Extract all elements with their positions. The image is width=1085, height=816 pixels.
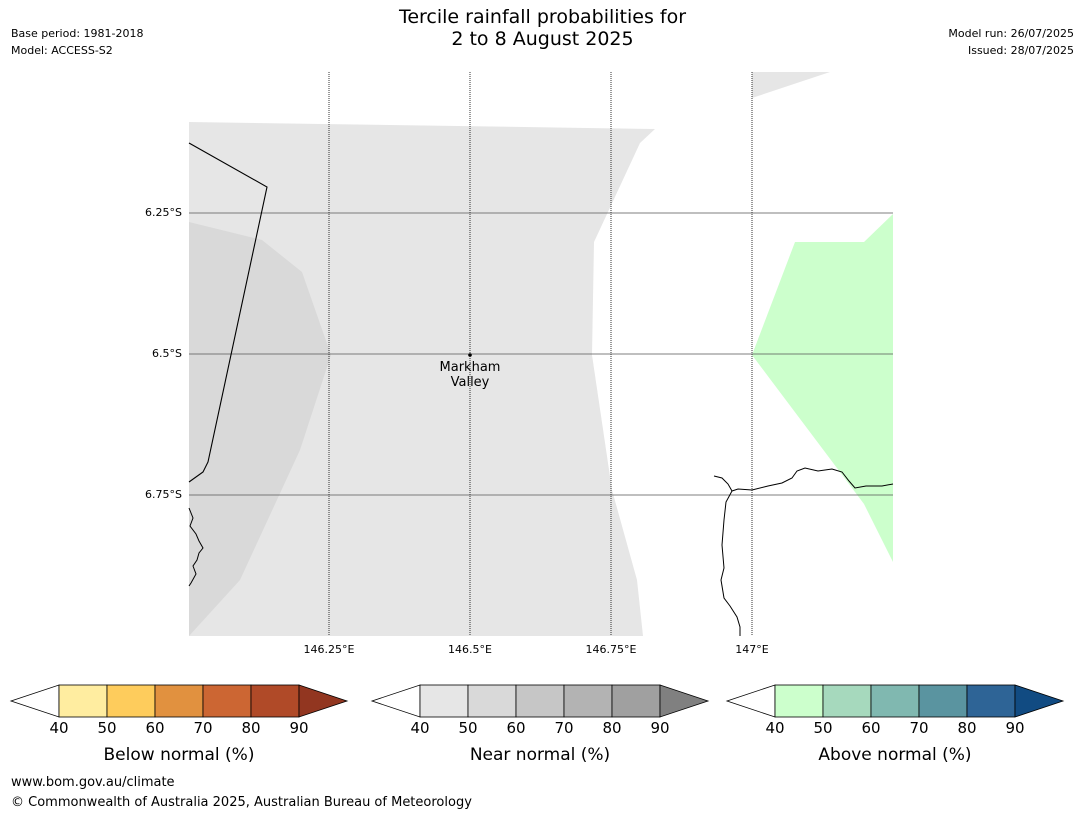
colorbar-above-segment [774, 684, 824, 718]
colorbar-tick: 60 [861, 719, 881, 737]
lat-label: 6.25°S [145, 206, 182, 219]
colorbar-above-high-arrow [1014, 684, 1065, 718]
lon-label: 147°E [735, 643, 769, 656]
colorbar-below-segment [154, 684, 204, 718]
colorbar-below-segment [202, 684, 252, 718]
issued-text: Issued: 28/07/2025 [967, 44, 1074, 57]
colorbar-near-normal [370, 684, 710, 718]
colorbar-below-high-arrow [298, 684, 349, 718]
colorbar-above-low-arrow [725, 684, 776, 718]
colorbar-tick: 60 [145, 719, 165, 737]
colorbar-above-segment [966, 684, 1016, 718]
header-right: Model run: 26/07/2025 Issued: 28/07/2025 [948, 25, 1074, 59]
colorbar-tick: 70 [909, 719, 929, 737]
lon-label: 146.5°E [448, 643, 492, 656]
footer-copyright: © Commonwealth of Australia 2025, Austra… [11, 795, 472, 810]
colorbar-tick: 90 [650, 719, 670, 737]
colorbar-tick: 40 [765, 719, 785, 737]
lat-label: 6.75°S [145, 488, 182, 501]
colorbar-above-segment [822, 684, 872, 718]
colorbar-tick: 50 [458, 719, 478, 737]
colorbar-above-segment [918, 684, 968, 718]
colorbar-tick: 50 [813, 719, 833, 737]
colorbar-tick: 80 [602, 719, 622, 737]
footer-url: www.bom.gov.au/climate [11, 775, 175, 790]
lon-label: 146.25°E [303, 643, 355, 656]
colorbar-near-segment [611, 684, 661, 718]
colorbar-near-high-arrow [659, 684, 710, 718]
colorbar-tick: 40 [49, 719, 69, 737]
colorbar-panel [9, 684, 1065, 718]
model-run-text: Model run: 26/07/2025 [948, 27, 1074, 40]
colorbar-below-segment [250, 684, 300, 718]
colorbar-near-segment [563, 684, 613, 718]
colorbar-tick: 80 [241, 719, 261, 737]
colorbar-tick: 60 [506, 719, 526, 737]
lon-label: 146.75°E [585, 643, 637, 656]
colorbar-tick: 70 [554, 719, 574, 737]
place-label-line-1: Markham [439, 360, 501, 375]
colorbar-tick: 90 [289, 719, 309, 737]
colorbar-tick: 50 [97, 719, 117, 737]
above-normal-40-50-region [752, 214, 893, 562]
colorbar-below-segment [106, 684, 156, 718]
place-label: Markham Valley [420, 360, 520, 390]
colorbar-below-normal [9, 684, 349, 718]
markham-valley-marker [468, 353, 472, 357]
colorbar-tick: 40 [410, 719, 430, 737]
colorbar-below-low-arrow [9, 684, 60, 718]
coastline-left [188, 507, 204, 587]
colorbar-above-normal [725, 684, 1065, 718]
header-left: Base period: 1981-2018 Model: ACCESS-S2 [11, 25, 143, 59]
base-period-text: Base period: 1981-2018 [11, 27, 144, 40]
title-line-1: Tercile rainfall probabilities for [398, 6, 687, 28]
near-normal-50-60-region [189, 222, 331, 636]
model-text: Model: ACCESS-S2 [11, 44, 113, 57]
colorbar-below-title: Below normal (%) [103, 745, 255, 765]
colorbar-near-title: Near normal (%) [469, 745, 611, 765]
lat-label: 6.5°S [152, 347, 182, 360]
colorbar-above-title: Above normal (%) [818, 745, 972, 765]
colorbar-tick: 90 [1005, 719, 1025, 737]
colorbar-above-segment [870, 684, 920, 718]
colorbar-tick: 80 [957, 719, 977, 737]
near-normal-patch-top [752, 72, 830, 98]
region-boundary-line [188, 142, 268, 483]
colorbar-near-segment [515, 684, 565, 718]
river-line [720, 490, 741, 636]
colorbar-near-segment [467, 684, 517, 718]
place-label-line-2: Valley [450, 375, 490, 390]
colorbar-tick: 70 [193, 719, 213, 737]
title-line-2: 2 to 8 August 2025 [451, 28, 634, 50]
colorbar-below-segment [58, 684, 108, 718]
map-title: Tercile rainfall probabilities for 2 to … [0, 6, 1085, 50]
colorbar-near-low-arrow [370, 684, 421, 718]
colorbar-near-segment [419, 684, 469, 718]
near-normal-40-50-region [189, 122, 655, 636]
